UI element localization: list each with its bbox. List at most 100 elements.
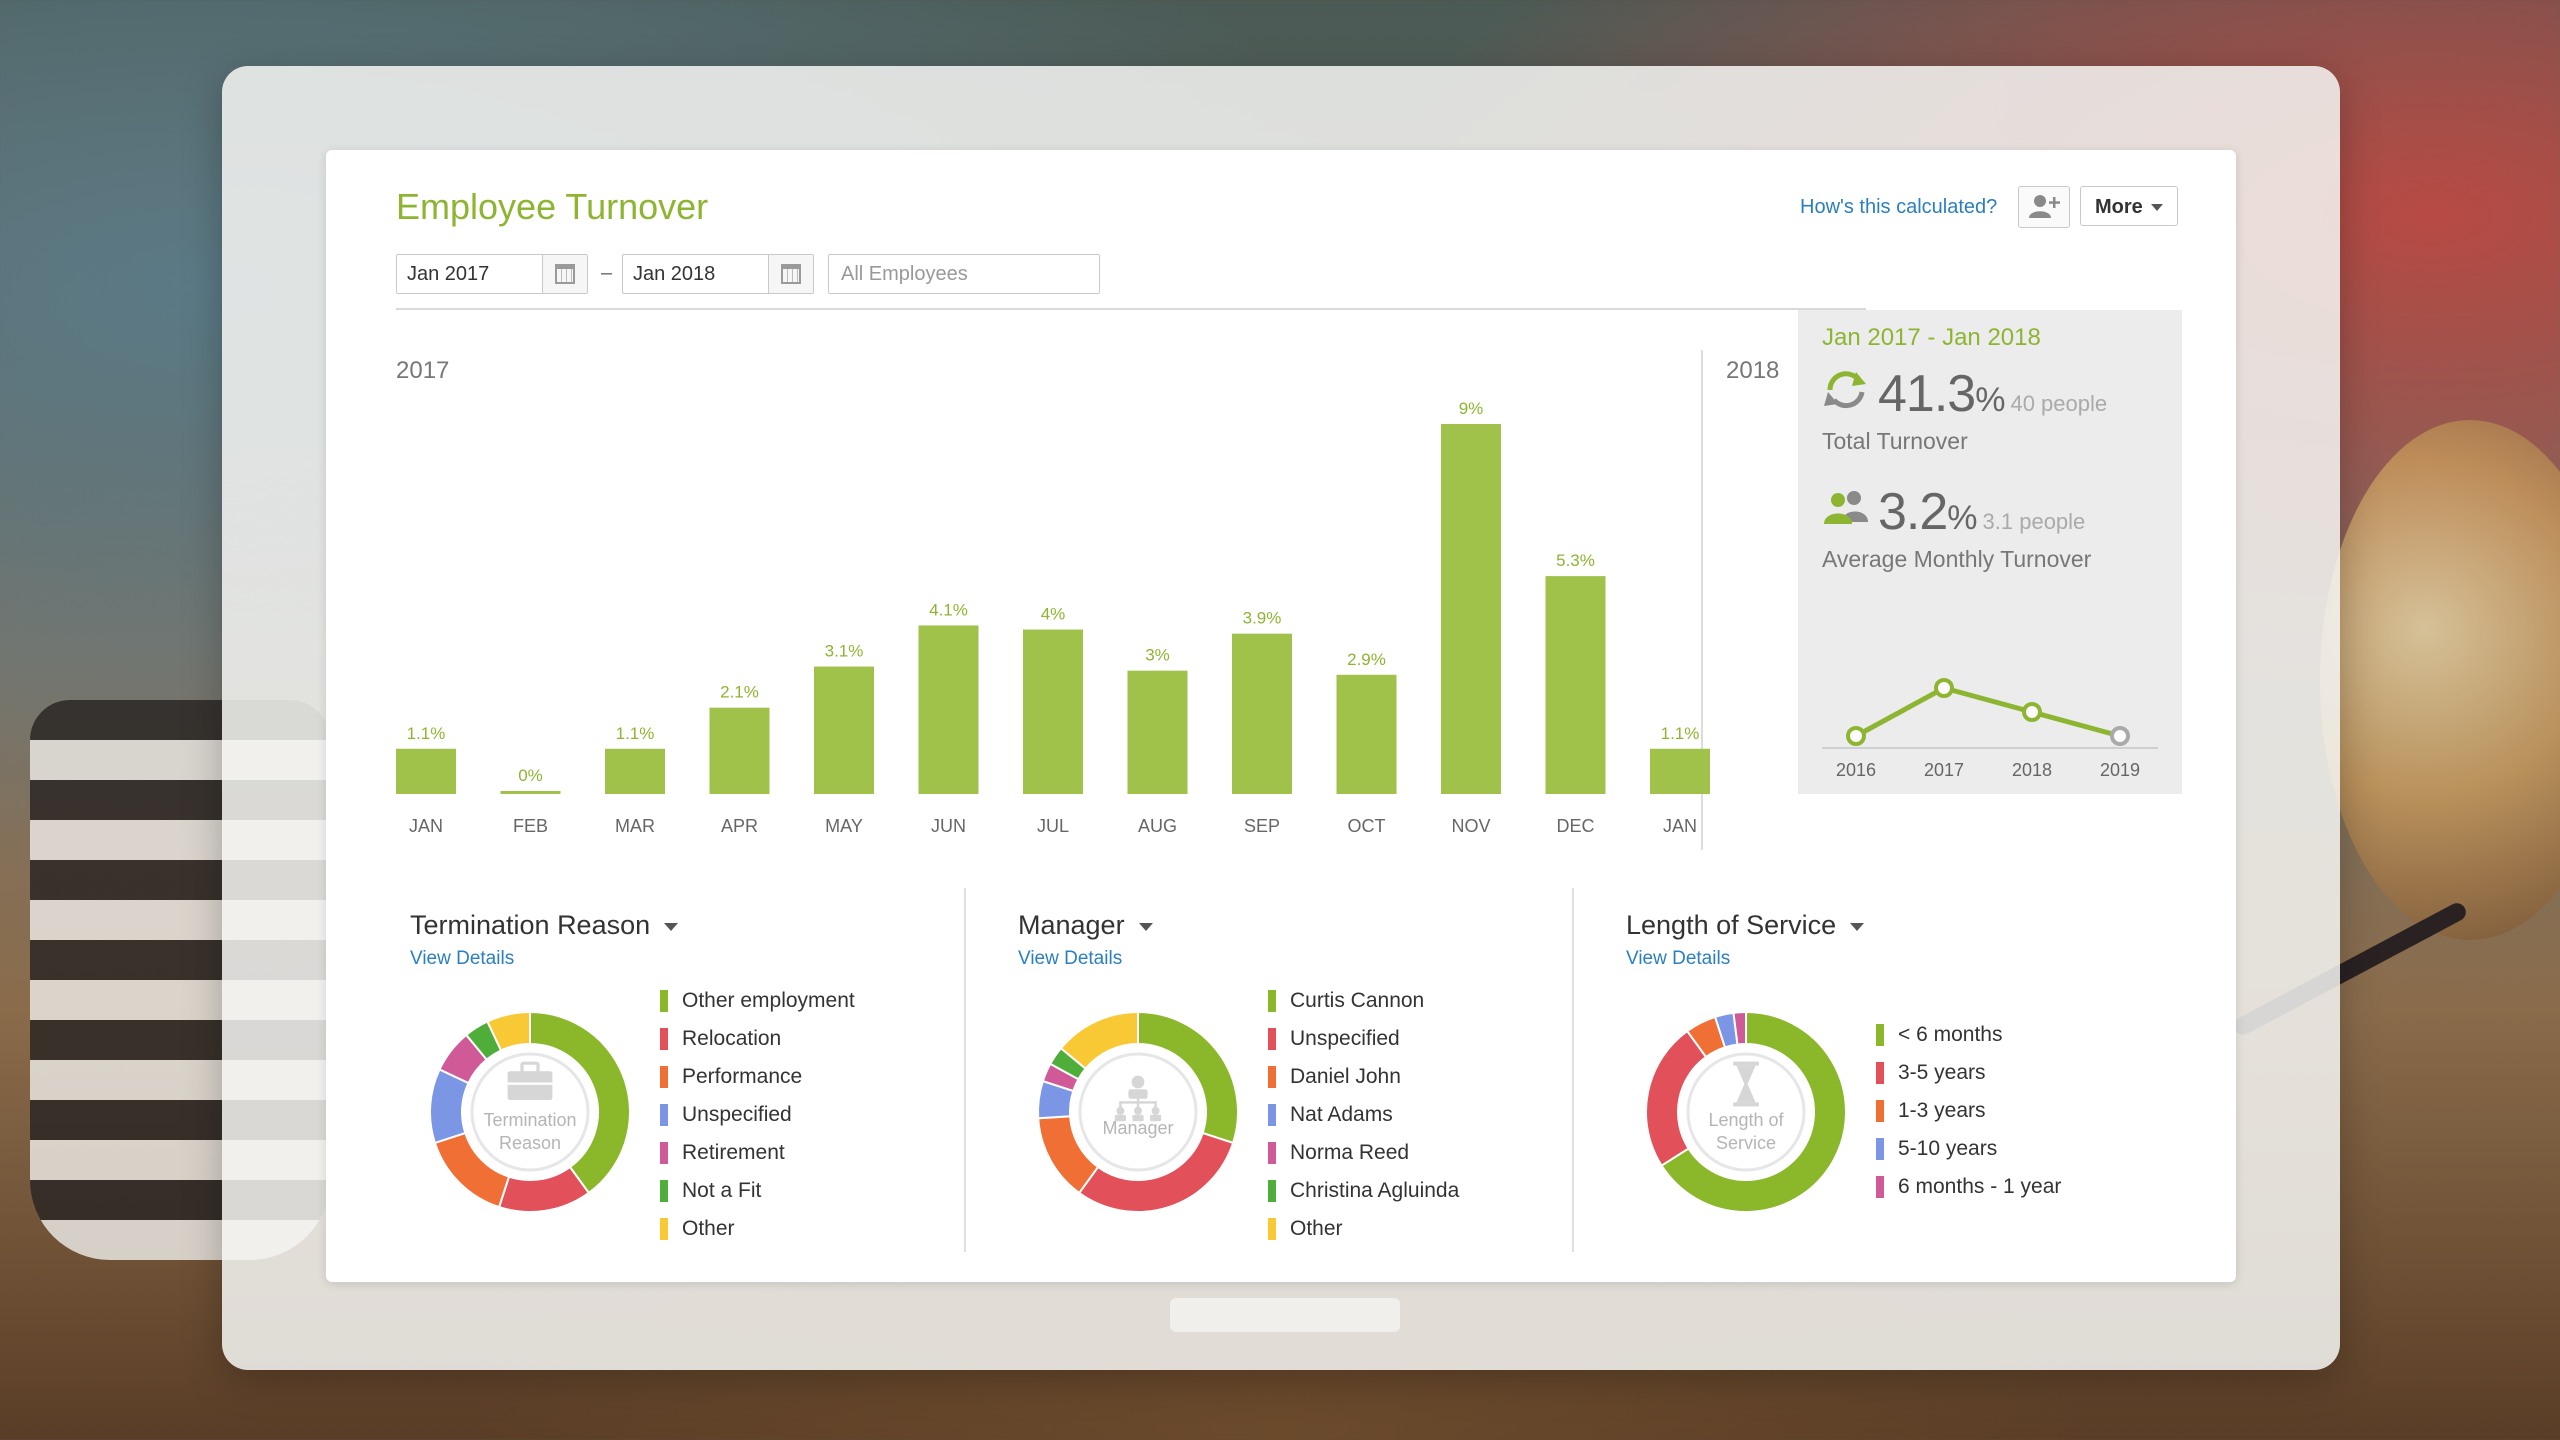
how-calculated-link[interactable]: How's this calculated? (1800, 196, 1998, 218)
page-title: Employee Turnover (396, 186, 709, 227)
donut-slice[interactable] (529, 1010, 631, 1195)
legend-item[interactable]: 5-10 years (1876, 1136, 2061, 1174)
legend-swatch (1268, 1218, 1276, 1240)
termination-reason-section: Termination Reason View Details Terminatio… (410, 910, 1010, 1270)
trend-point[interactable] (2110, 726, 2130, 746)
trend-point[interactable] (1846, 726, 1866, 746)
bar-value-label: 2.9% (1347, 650, 1386, 669)
trend-point[interactable] (1934, 678, 1954, 698)
legend-label: Relocation (682, 1027, 782, 1050)
legend-swatch (1876, 1138, 1884, 1160)
section-title-dropdown[interactable]: Termination Reason (410, 910, 679, 941)
legend-item[interactable]: Not a Fit (660, 1178, 855, 1216)
bar[interactable] (1023, 629, 1083, 794)
section-title: Manager (1018, 910, 1125, 940)
total-turnover-unit: % (1975, 381, 2005, 419)
trend-x-tick-label: 2017 (1924, 760, 1964, 780)
donut-center (470, 1052, 590, 1172)
trend-x-tick-label: 2018 (2012, 760, 2052, 780)
monthly-turnover-bar-chart: 2017 2018 1.1% JAN 0% FEB 1.1% MAR 2.1% APR 3.1% MA… (396, 350, 1779, 850)
legend-item[interactable]: Other (660, 1216, 855, 1254)
legend-item[interactable]: Unspecified (1268, 1026, 1459, 1064)
donut-slice[interactable] (1059, 1010, 1139, 1071)
bar[interactable] (1232, 633, 1292, 794)
bar-value-label: 3.9% (1243, 609, 1282, 628)
legend-item[interactable]: Retirement (660, 1140, 855, 1178)
trend-point[interactable] (2022, 702, 2042, 722)
donut-slice[interactable] (1732, 1010, 1747, 1046)
legend-label: Norma Reed (1290, 1141, 1410, 1164)
legend-swatch (1876, 1176, 1884, 1198)
legend-item[interactable]: 1-3 years (1876, 1098, 2061, 1136)
more-dropdown-button[interactable]: More (2080, 186, 2178, 226)
view-details-link[interactable]: View Details (410, 948, 515, 969)
legend-item[interactable]: Unspecified (660, 1102, 855, 1140)
legend-swatch (660, 1218, 668, 1240)
legend-label: Performance (682, 1065, 803, 1088)
legend-item[interactable]: < 6 months (1876, 1022, 2061, 1060)
legend-item[interactable]: 3-5 years (1876, 1060, 2061, 1098)
calendar-icon[interactable] (768, 255, 813, 293)
bar[interactable] (1441, 424, 1501, 794)
legend-item[interactable]: Other (1268, 1216, 1459, 1254)
legend-item[interactable]: Nat Adams (1268, 1102, 1459, 1140)
caret-down-icon (1850, 922, 1865, 931)
bar[interactable] (396, 748, 456, 794)
month-tick-label: DEC (1556, 816, 1594, 836)
legend-item[interactable]: Other employment (660, 988, 855, 1026)
avg-turnover-number: 3.2 (1878, 483, 1948, 541)
caret-down-icon (2151, 204, 2163, 211)
legend-label: Other employment (682, 989, 855, 1012)
donut-chart: Manager (1037, 1010, 1239, 1213)
hourglass-icon (1733, 1061, 1759, 1107)
donut-slice[interactable] (486, 1010, 532, 1052)
month-tick-label: JAN (409, 816, 443, 836)
bar[interactable] (1545, 576, 1606, 794)
bar[interactable] (709, 707, 770, 794)
legend-label: Retirement (682, 1141, 785, 1164)
legend-item[interactable]: 6 months - 1 year (1876, 1174, 2061, 1212)
avg-turnover-unit: % (1947, 499, 1977, 537)
bar[interactable] (1336, 674, 1397, 794)
add-user-button[interactable] (2018, 186, 2070, 228)
date-range-separator: – (601, 262, 613, 284)
end-date-field[interactable]: Jan 2018 (622, 254, 814, 294)
year-label: 2018 (1726, 357, 1779, 384)
legend-swatch (1268, 1142, 1276, 1164)
legend-item[interactable]: Performance (660, 1064, 855, 1102)
legend-swatch (660, 990, 668, 1012)
legend-item[interactable]: Norma Reed (1268, 1140, 1459, 1178)
bar[interactable] (814, 666, 874, 794)
legend-swatch (1876, 1062, 1884, 1084)
section-title-dropdown[interactable]: Length of Service (1626, 910, 1865, 941)
legend-item[interactable]: Daniel John (1268, 1064, 1459, 1102)
bar-value-label: 3.1% (825, 642, 864, 661)
section-title-dropdown[interactable]: Manager (1018, 910, 1153, 941)
bar-value-label: 1.1% (616, 724, 655, 743)
yearly-trend-line-chart: 2016 2017 2018 2019 (1822, 678, 2158, 780)
donut-legend: Curtis Cannon Unspecified Daniel John Nat A… (1268, 988, 1459, 1254)
legend-item[interactable]: Relocation (660, 1026, 855, 1064)
employee-filter-select[interactable]: All Employees (828, 254, 1100, 294)
bar[interactable] (500, 791, 561, 794)
legend-label: 1-3 years (1898, 1099, 1986, 1122)
length-of-service-section: Length of Service View Details Length of Se… (1626, 910, 2226, 1270)
bar[interactable] (918, 625, 979, 794)
donut-slice[interactable] (497, 1165, 591, 1213)
start-date-field[interactable]: Jan 2017 (396, 254, 588, 294)
view-details-link[interactable]: View Details (1626, 948, 1731, 969)
avg-turnover-people: 3.1 people (1982, 509, 2086, 534)
bar[interactable] (1127, 670, 1188, 794)
donut-slice[interactable] (1660, 1010, 1847, 1213)
legend-item[interactable]: Curtis Cannon (1268, 988, 1459, 1026)
section-title: Length of Service (1626, 910, 1837, 940)
legend-item[interactable]: Christina Agluinda (1268, 1178, 1459, 1216)
bar[interactable] (605, 748, 665, 794)
people-group-icon (1824, 491, 1868, 524)
donut-center-label: Length of (1708, 1110, 1784, 1130)
calendar-icon[interactable] (542, 255, 587, 293)
legend-swatch (660, 1028, 668, 1050)
bar[interactable] (1650, 748, 1710, 794)
legend-swatch (660, 1142, 668, 1164)
view-details-link[interactable]: View Details (1018, 948, 1123, 969)
